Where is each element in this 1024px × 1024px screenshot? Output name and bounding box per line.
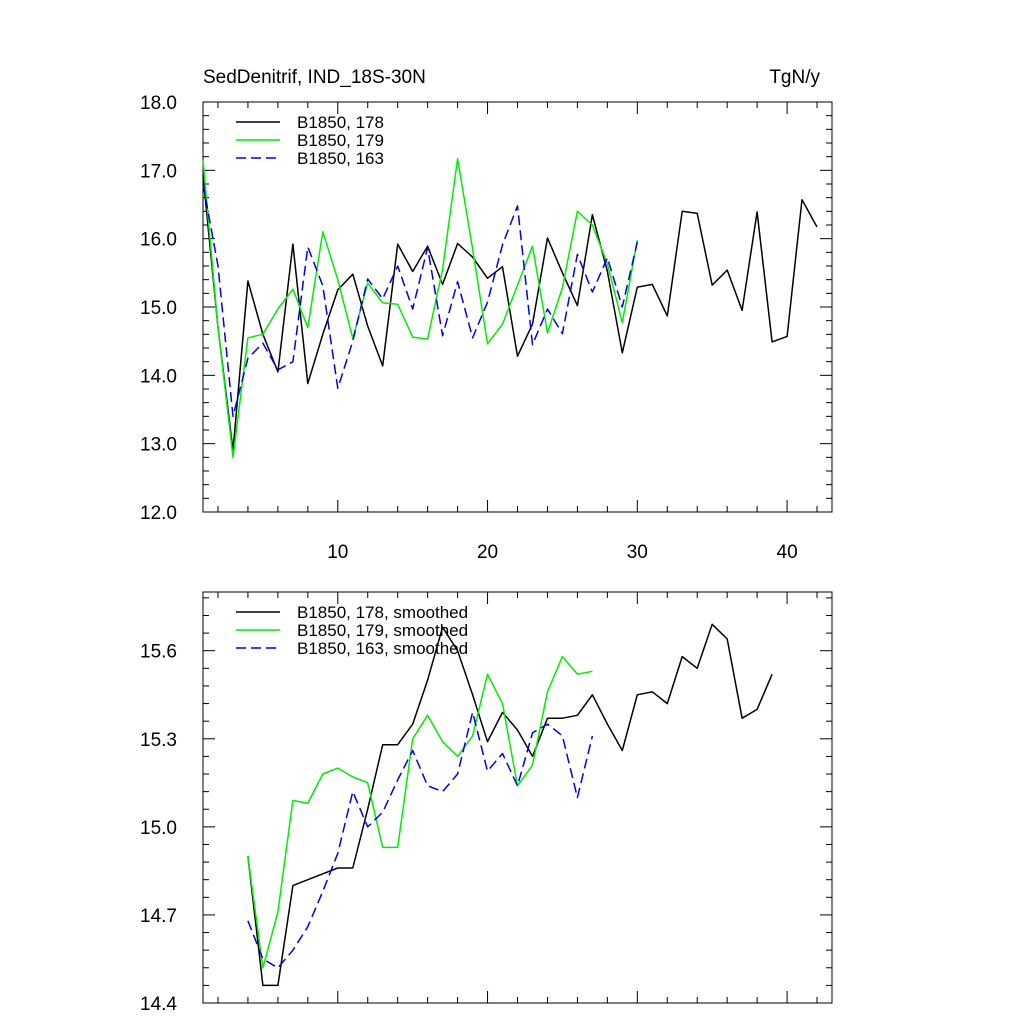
legend-label: B1850, 163, smoothed [297, 639, 468, 658]
legend-label: B1850, 163 [297, 149, 384, 168]
y-tick-label: 12.0 [140, 503, 177, 524]
y-tick-label: 15.0 [140, 818, 177, 839]
series-line-b1850-178 [202, 175, 818, 452]
y-tick-label: 15.0 [140, 298, 177, 319]
top-panel-plot: 10 20 30 40 12.0 13.0 14.0 15.0 16.0 17.0 18.0 B185… [140, 93, 833, 563]
series-line-b1850-163 [202, 183, 639, 418]
y-tick-label: 16.0 [140, 230, 177, 251]
series-line-b1850-179-smoothed [247, 655, 593, 969]
y-tick-label: 14.4 [140, 994, 177, 1015]
y-tick-label: 14.7 [140, 906, 177, 927]
legend-label: B1850, 179, smoothed [297, 621, 468, 640]
series-line-b1850-178-smoothed [247, 623, 773, 987]
legend-label: B1850, 178, smoothed [297, 603, 468, 622]
legend-label: B1850, 179 [297, 131, 384, 150]
bottom-panel-plot: 14.4 14.7 15.0 15.3 15.6 B1850, 178, smoothed… [140, 591, 833, 1015]
legend-label: B1850, 178 [297, 113, 384, 132]
y-tick-label: 17.0 [140, 161, 177, 182]
x-tick-label: 20 [477, 542, 498, 563]
y-tick-label: 13.0 [140, 435, 177, 456]
x-tick-label: 10 [327, 542, 348, 563]
series-line-b1850-179 [202, 157, 639, 459]
y-tick-label: 14.0 [140, 366, 177, 387]
chart-title: SedDenitrif, IND_18S-30N [203, 67, 426, 88]
units-label: TgN/y [769, 67, 820, 88]
x-tick-label: 40 [777, 542, 798, 563]
y-tick-label: 15.3 [140, 730, 177, 751]
x-tick-label: 30 [627, 542, 648, 563]
series-line-b1850-163-smoothed [247, 711, 594, 969]
y-tick-label: 18.0 [140, 93, 177, 114]
y-tick-label: 15.6 [140, 642, 177, 663]
